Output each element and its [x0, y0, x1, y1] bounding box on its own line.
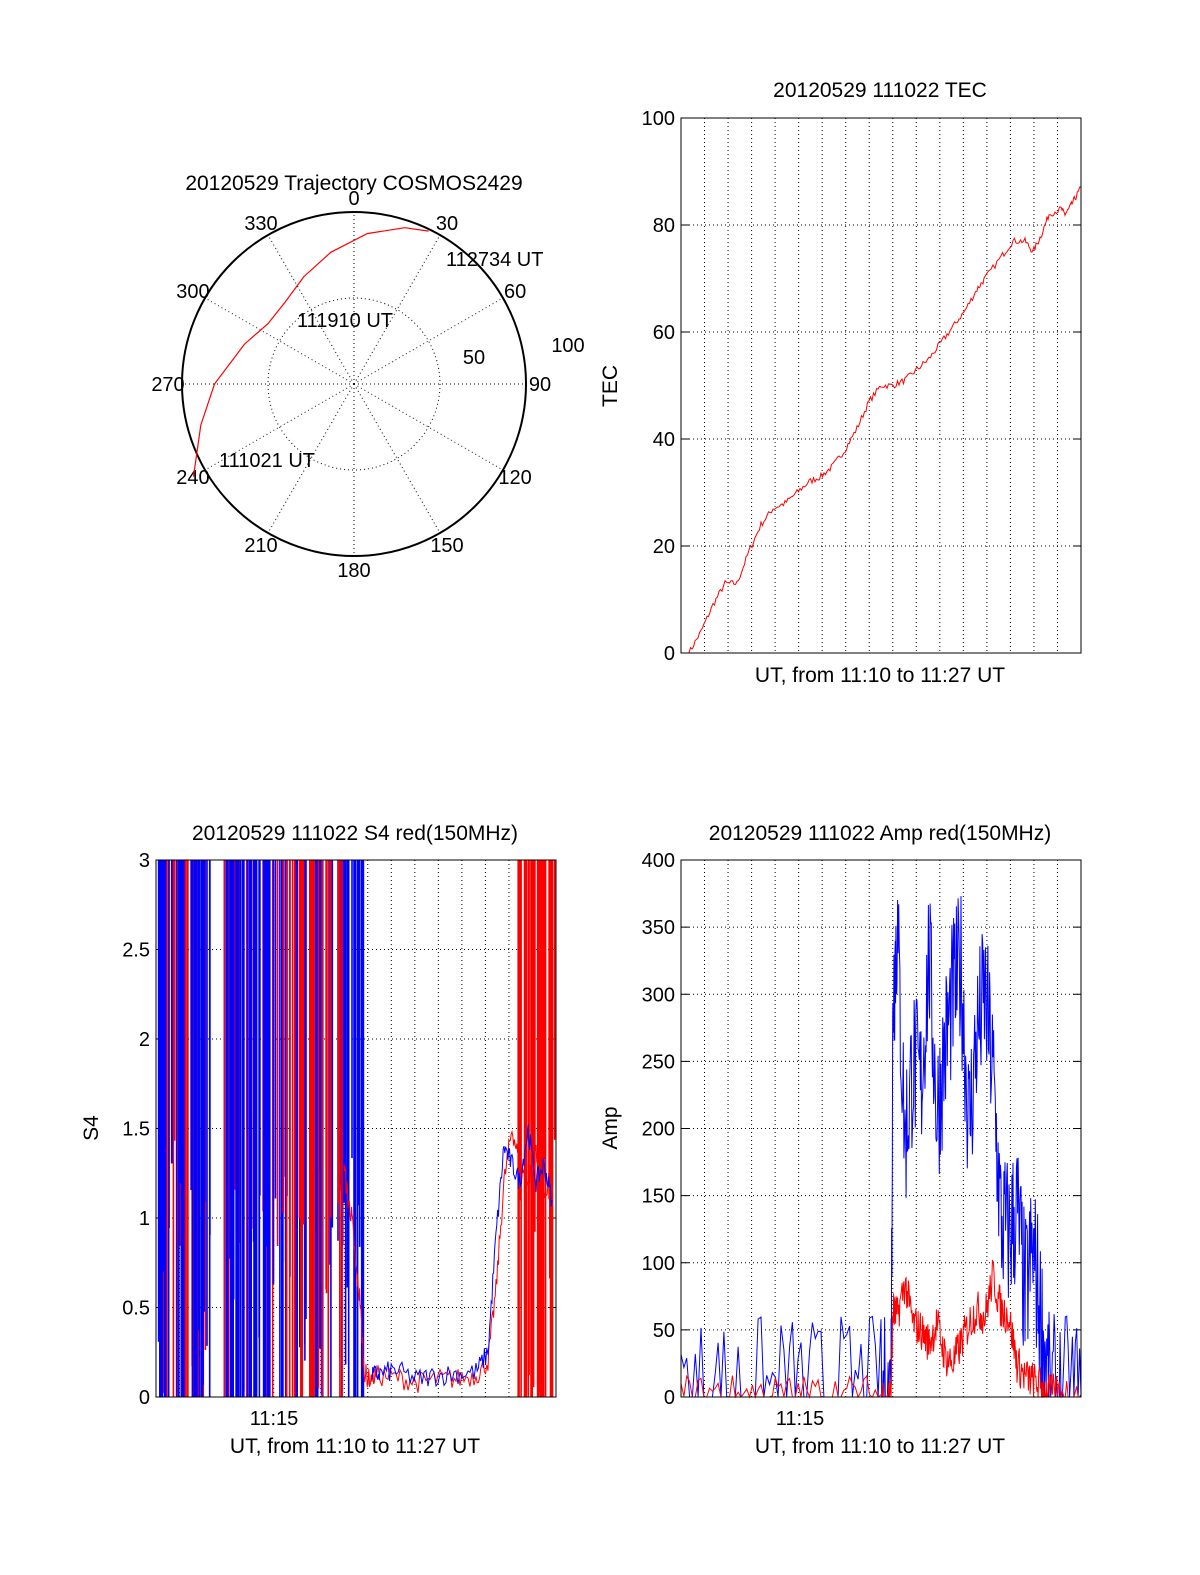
y-tick-label: 300	[642, 984, 675, 1006]
azimuth-label-180: 180	[337, 560, 370, 582]
tec-grid	[681, 118, 1081, 653]
tec-title: 20120529 111022 TEC	[773, 79, 987, 102]
azimuth-label-120: 120	[498, 467, 531, 489]
y-tick-label: 0	[139, 1387, 150, 1409]
azimuth-label-90: 90	[529, 374, 551, 396]
polar-spoke	[267, 234, 355, 385]
y-tick-label: 2	[139, 1029, 150, 1051]
y-tick-label: 250	[642, 1051, 675, 1073]
amp-grid	[681, 860, 1081, 1397]
tec-x-label: UT, from 11:10 to 11:27 UT	[755, 664, 1005, 687]
y-tick-label: 60	[653, 322, 675, 344]
s4-saturated-spikes	[157, 860, 556, 1397]
amp-x-label: UT, from 11:10 to 11:27 UT	[755, 1435, 1005, 1458]
s4-x-tick-label: 11:15	[250, 1408, 299, 1430]
radial-tick-100: 100	[551, 335, 584, 357]
s4-spike-group	[276, 860, 343, 1397]
y-tick-label: 3	[139, 850, 150, 872]
azimuth-label-0: 0	[348, 188, 359, 210]
y-tick-label: 20	[653, 536, 675, 558]
s4-plot: 20120529 111022 S4 red(150MHz) 0 0.5 1 1.5 2…	[80, 822, 557, 1458]
y-tick-label: 100	[642, 1253, 675, 1275]
y-tick-label: 80	[653, 215, 675, 237]
amp-y-ticks: 0 50 100 150 200 250 300 350 400	[642, 850, 1081, 1409]
y-tick-label: 400	[642, 850, 675, 872]
amp-y-label: Amp	[599, 1106, 622, 1149]
y-tick-label: 0	[664, 1387, 675, 1409]
annotation-mid-time: 111910 UT	[297, 310, 393, 332]
azimuth-label-330: 330	[244, 213, 277, 235]
tec-plot: 20120529 111022 TEC 0 20 40 60 80 100 UT, fro…	[599, 79, 1082, 687]
s4-y-label: S4	[80, 1115, 103, 1141]
azimuth-label-30: 30	[436, 213, 458, 235]
y-tick-label: 200	[642, 1119, 675, 1141]
tec-y-label: TEC	[599, 365, 622, 407]
azimuth-label-240: 240	[176, 467, 209, 489]
s4-red-series	[343, 1129, 553, 1393]
y-tick-label: 2.5	[122, 940, 150, 962]
polar-grid-ring	[267, 297, 441, 471]
y-tick-label: 1.5	[122, 1119, 150, 1141]
azimuth-label-210: 210	[244, 535, 277, 557]
polar-spoke	[267, 383, 355, 534]
amp-title: 20120529 111022 Amp red(150MHz)	[709, 822, 1051, 845]
azimuth-label-60: 60	[504, 281, 526, 303]
azimuth-label-270: 270	[151, 374, 184, 396]
azimuth-label-150: 150	[430, 535, 463, 557]
polar-spoke	[353, 383, 441, 534]
y-tick-label: 50	[653, 1320, 675, 1342]
annotation-end-time: 112734 UT	[446, 249, 543, 271]
s4-spike-group	[157, 860, 211, 1397]
s4-x-label: UT, from 11:10 to 11:27 UT	[230, 1435, 480, 1458]
amp-blue-series	[680, 896, 1082, 1398]
y-tick-label: 0	[664, 643, 675, 665]
polar-spoke	[353, 383, 504, 471]
radial-tick-50: 50	[463, 347, 485, 369]
tec-frame	[680, 117, 1082, 654]
amp-x-tick-label: 11:15	[776, 1408, 825, 1430]
polar-spoke	[204, 297, 355, 385]
polar-title: 20120529 Trajectory COSMOS2429	[185, 172, 522, 195]
polar-grid	[182, 212, 526, 556]
amp-red-series	[680, 1259, 1082, 1399]
s4-blue-series	[371, 1123, 553, 1388]
s4-frame	[155, 859, 557, 1398]
y-tick-label: 1	[139, 1208, 150, 1230]
y-tick-label: 350	[642, 917, 675, 939]
polar-azimuth-labels: 0 30 60 90 120 150 180 210 240 270 300 330	[151, 188, 551, 582]
trajectory-line	[192, 227, 429, 477]
amp-frame	[680, 859, 1082, 1398]
polar-spoke	[353, 234, 441, 385]
polar-outer-circle	[181, 211, 527, 557]
y-tick-label: 0.5	[122, 1298, 150, 1320]
y-tick-label: 150	[642, 1186, 675, 1208]
azimuth-label-300: 300	[176, 281, 209, 303]
annotation-start-time: 111021 UT	[219, 450, 315, 472]
y-tick-label: 100	[642, 108, 675, 130]
tec-y-ticks: 0 20 40 60 80 100	[642, 108, 1081, 665]
polar-spoke	[204, 383, 355, 471]
amp-plot: 20120529 111022 Amp red(150MHz) 0 50 100 15…	[599, 822, 1082, 1458]
y-tick-label: 40	[653, 429, 675, 451]
s4-title: 20120529 111022 S4 red(150MHz)	[192, 822, 518, 845]
polar-spoke	[353, 297, 504, 385]
polar-plot: 20120529 Trajectory COSMOS2429 0 30 60 90 12…	[151, 172, 584, 582]
s4-y-ticks: 0 0.5 1 1.5 2 2.5 3	[122, 850, 556, 1409]
tec-series-line	[688, 186, 1082, 654]
